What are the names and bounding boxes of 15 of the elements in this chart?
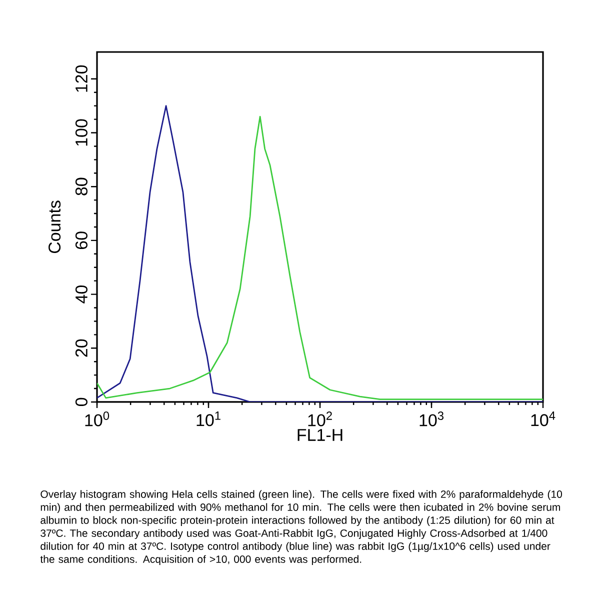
x-tick-label: 10$^{1}$: [196, 412, 220, 426]
y-tick-label: 40: [75, 286, 88, 304]
y-tick-label: 80: [75, 178, 88, 196]
y-axis-title: Counts: [48, 200, 61, 254]
x-tick-label: 10$^{4}$: [531, 412, 556, 426]
x-tick-label: 10$^{0}$: [85, 412, 110, 426]
x-tick-label: 10$^{3}$: [420, 412, 444, 426]
y-tick-label: 0: [75, 398, 88, 406]
y-tick-label: 20: [75, 339, 88, 357]
x-tick-label: 10$^{2}$: [308, 412, 332, 426]
y-tick-label: 120: [75, 65, 88, 92]
y-tick-label: 60: [75, 232, 88, 250]
y-tick-label: 100: [75, 119, 88, 146]
text: Overlay histogram showing Hela cells stained (green line). The cells were fixed with 2% paraformaldehyde (10 min) and then permeabilized with 90% methanol for 10 min. The cells were then icubated in 2% bovine serum albumin to block non-specific protein-protein interactions followed by the antibody (1:25 dilution) for 60 min at 37ºC. The secondary antibody used was Goat-Anti-Rabbit IgG, Conjugated Highly Cross-Adsorbed at 1/400 dilution for 40 min at 37ºC. Isotype control antibody (blue line) was rabbit IgG (1µg/1x10^6 cells) used under the same conditions. Acquisition of >10, 000 events was performed.: [40, 490, 562, 565]
x-axis-title: FL1-H: [298, 429, 342, 441]
